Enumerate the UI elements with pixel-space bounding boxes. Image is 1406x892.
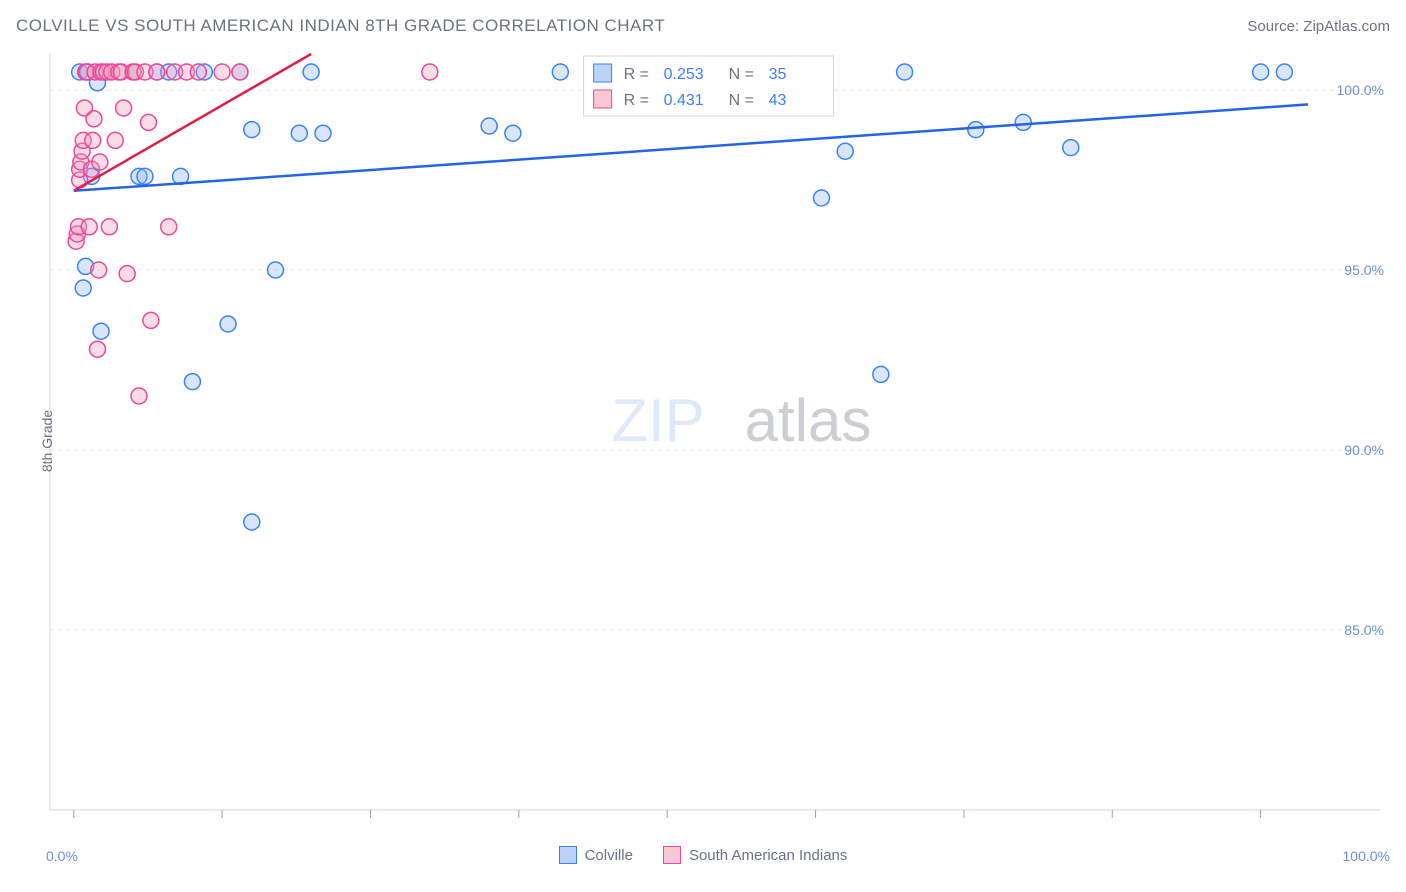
x-tick-marks [74,810,1261,818]
scatter-chart: ZIP atlas 85.0% 90.0% 95.0% 100.0% R = 0.253 N… [46,50,1390,832]
legend-swatch-sai [663,846,681,864]
source-attribution: Source: ZipAtlas.com [1247,18,1390,35]
series-legend: Colville South American Indians [0,846,1406,864]
svg-text:N =: N = [729,92,754,109]
chart-title: COLVILLE VS SOUTH AMERICAN INDIAN 8TH GR… [16,16,665,36]
svg-text:N =: N = [729,66,754,83]
svg-text:0.431: 0.431 [664,92,704,109]
svg-text:ZIP: ZIP [611,387,704,454]
legend-label-colville: Colville [585,847,633,864]
plot-area: 8th Grade ZIPatlas 85.0%90.0%95.0%100.0%… [46,50,1390,832]
data-points [68,64,1292,530]
svg-text:43: 43 [769,92,787,109]
y-tick-labels: 85.0% 90.0% 95.0% 100.0% [1337,82,1384,638]
gridlines [50,90,1380,630]
y-axis-label: 8th Grade [39,410,55,472]
watermark: ZIP atlas [611,387,871,454]
svg-text:atlas: atlas [745,387,872,454]
svg-text:R =: R = [624,92,649,109]
svg-text:85.0%: 85.0% [1344,622,1384,638]
svg-text:35: 35 [769,66,787,83]
source-link[interactable]: ZipAtlas.com [1303,18,1390,35]
svg-text:100.0%: 100.0% [1337,82,1384,98]
stats-legend: R = 0.253 N = 35 R = 0.431 N = 43 [584,56,834,116]
plot-border [50,54,1380,810]
legend-item-sai: South American Indians [663,846,847,864]
svg-text:R =: R = [624,66,649,83]
legend-item-colville: Colville [559,846,633,864]
source-label: Source: [1247,18,1299,35]
legend-label-sai: South American Indians [689,847,847,864]
svg-text:95.0%: 95.0% [1344,262,1384,278]
svg-text:90.0%: 90.0% [1344,442,1384,458]
chart-header: COLVILLE VS SOUTH AMERICAN INDIAN 8TH GR… [16,16,1390,36]
legend-swatch-colville [559,846,577,864]
svg-text:0.253: 0.253 [664,66,704,83]
